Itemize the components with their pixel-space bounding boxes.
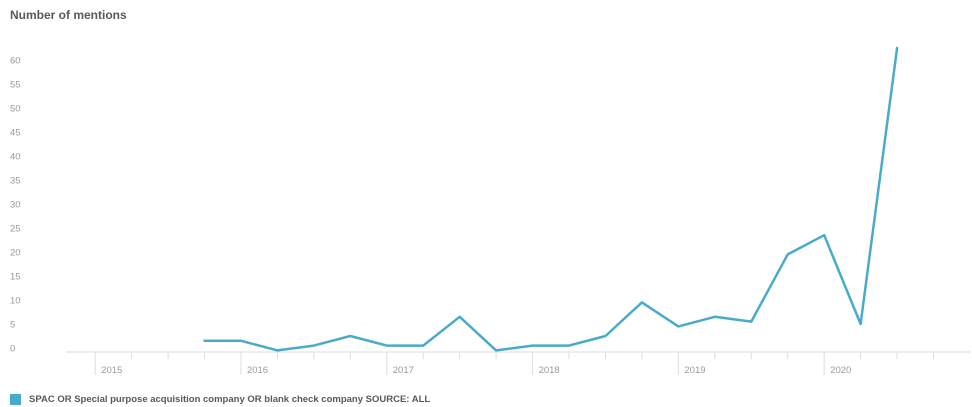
data-point[interactable] — [858, 321, 864, 327]
y-tick-label: 25 — [10, 224, 21, 235]
y-tick-label: 15 — [10, 272, 21, 283]
x-tick-label: 2019 — [684, 365, 705, 376]
legend-swatch — [10, 393, 21, 405]
x-tick-label: 2016 — [247, 365, 268, 376]
series-layer — [202, 45, 900, 353]
data-point[interactable] — [457, 314, 463, 320]
y-tick-label: 5 — [10, 320, 15, 331]
data-point[interactable] — [566, 343, 572, 349]
data-point[interactable] — [274, 347, 280, 353]
data-point[interactable] — [675, 323, 681, 329]
x-tick-label: 2018 — [539, 365, 560, 376]
y-tick-label: 40 — [10, 152, 21, 163]
y-tick-label: 60 — [10, 56, 21, 67]
y-tick-label: 45 — [10, 128, 21, 139]
data-point[interactable] — [238, 338, 244, 344]
data-point[interactable] — [894, 45, 900, 51]
x-axis: 2015 2016 2017 2018 2019 2020 — [66, 351, 970, 376]
data-point[interactable] — [785, 251, 791, 257]
y-axis-tick-labels: 0 5 10 15 20 25 30 35 40 45 50 55 60 — [10, 56, 21, 355]
y-tick-label: 30 — [10, 200, 21, 211]
data-point[interactable] — [493, 347, 499, 353]
y-tick-label: 50 — [10, 104, 21, 115]
data-point[interactable] — [712, 314, 718, 320]
x-tick-label: 2017 — [393, 365, 414, 376]
y-tick-label: 35 — [10, 176, 21, 187]
chart-title: Number of mentions — [10, 8, 127, 22]
y-tick-label: 20 — [10, 248, 21, 259]
legend[interactable]: SPAC OR Special purpose acquisition comp… — [10, 393, 430, 405]
data-point[interactable] — [602, 333, 608, 339]
data-point[interactable] — [202, 338, 208, 344]
y-tick-label: 55 — [10, 80, 21, 91]
legend-label: SPAC OR Special purpose acquisition comp… — [29, 393, 431, 405]
data-point[interactable] — [748, 319, 754, 325]
data-point[interactable] — [420, 343, 426, 349]
data-point[interactable] — [347, 333, 353, 339]
data-point[interactable] — [311, 343, 317, 349]
data-point[interactable] — [384, 343, 390, 349]
data-point[interactable] — [639, 299, 645, 305]
data-point[interactable] — [821, 232, 827, 238]
series-line[interactable] — [203, 46, 899, 352]
y-tick-label: 0 — [10, 344, 15, 355]
y-tick-label: 10 — [10, 296, 21, 307]
x-tick-label: 2020 — [830, 365, 851, 376]
data-point[interactable] — [530, 343, 536, 349]
x-tick-label: 2015 — [101, 365, 122, 376]
